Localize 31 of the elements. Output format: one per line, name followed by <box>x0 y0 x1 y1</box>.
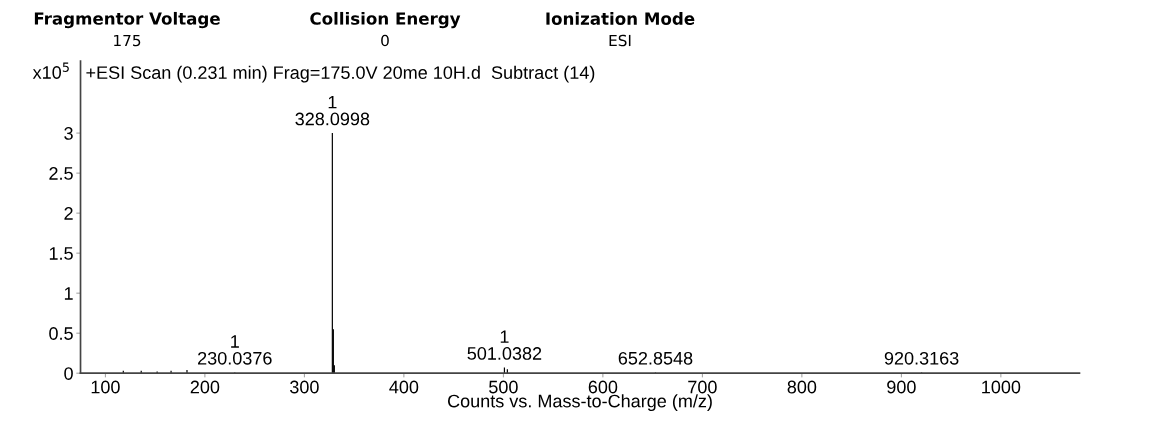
x-tick-label: 200 <box>190 380 220 394</box>
y-tick-label: 1 <box>64 287 73 300</box>
y-tick-label: 3 <box>64 127 73 140</box>
x-tick-label: 900 <box>887 380 916 394</box>
annotation: 920.3163 <box>884 351 959 365</box>
x-tick-label: 400 <box>389 380 419 394</box>
x-tick-label: 500 <box>489 380 518 394</box>
annotation: 652.8548 <box>618 351 693 365</box>
chart-title: +ESI Scan (0.231 min) Frag=175.0V 20me 10H.d Subtract (14) <box>86 65 595 83</box>
x-tick-label: 600 <box>588 380 618 394</box>
y-tick-label: 1.5 <box>49 247 73 260</box>
annotation: 1 501.0382 <box>467 330 542 360</box>
text: ESI <box>609 34 631 47</box>
annotation: 1 230.0376 <box>198 335 272 365</box>
x-tick-label: 800 <box>787 380 817 394</box>
x-tick-label: 700 <box>688 380 717 394</box>
x-tick-label: 100 <box>91 380 120 394</box>
text: Fragmentor Voltage <box>34 11 220 29</box>
y-tick-label: 2 <box>64 207 73 220</box>
y-axis-title: x10$^{5}$ <box>32 62 69 79</box>
y-tick-label: 0 <box>64 367 73 380</box>
text: 0 <box>381 34 389 47</box>
y-tick-label: 0.5 <box>49 327 73 340</box>
text: Ionization Mode <box>546 12 695 25</box>
x-tick-label: 300 <box>290 380 319 394</box>
x-tick-label: 1000 <box>982 380 1021 394</box>
x-axis-title: Counts vs. Mass-to-Charge (m/z) <box>447 394 712 412</box>
text: Collision Energy <box>310 11 461 29</box>
y-tick-label: 2.5 <box>49 167 73 180</box>
annotation: 1 328.0998 <box>295 95 370 126</box>
text: 175 <box>114 34 141 47</box>
